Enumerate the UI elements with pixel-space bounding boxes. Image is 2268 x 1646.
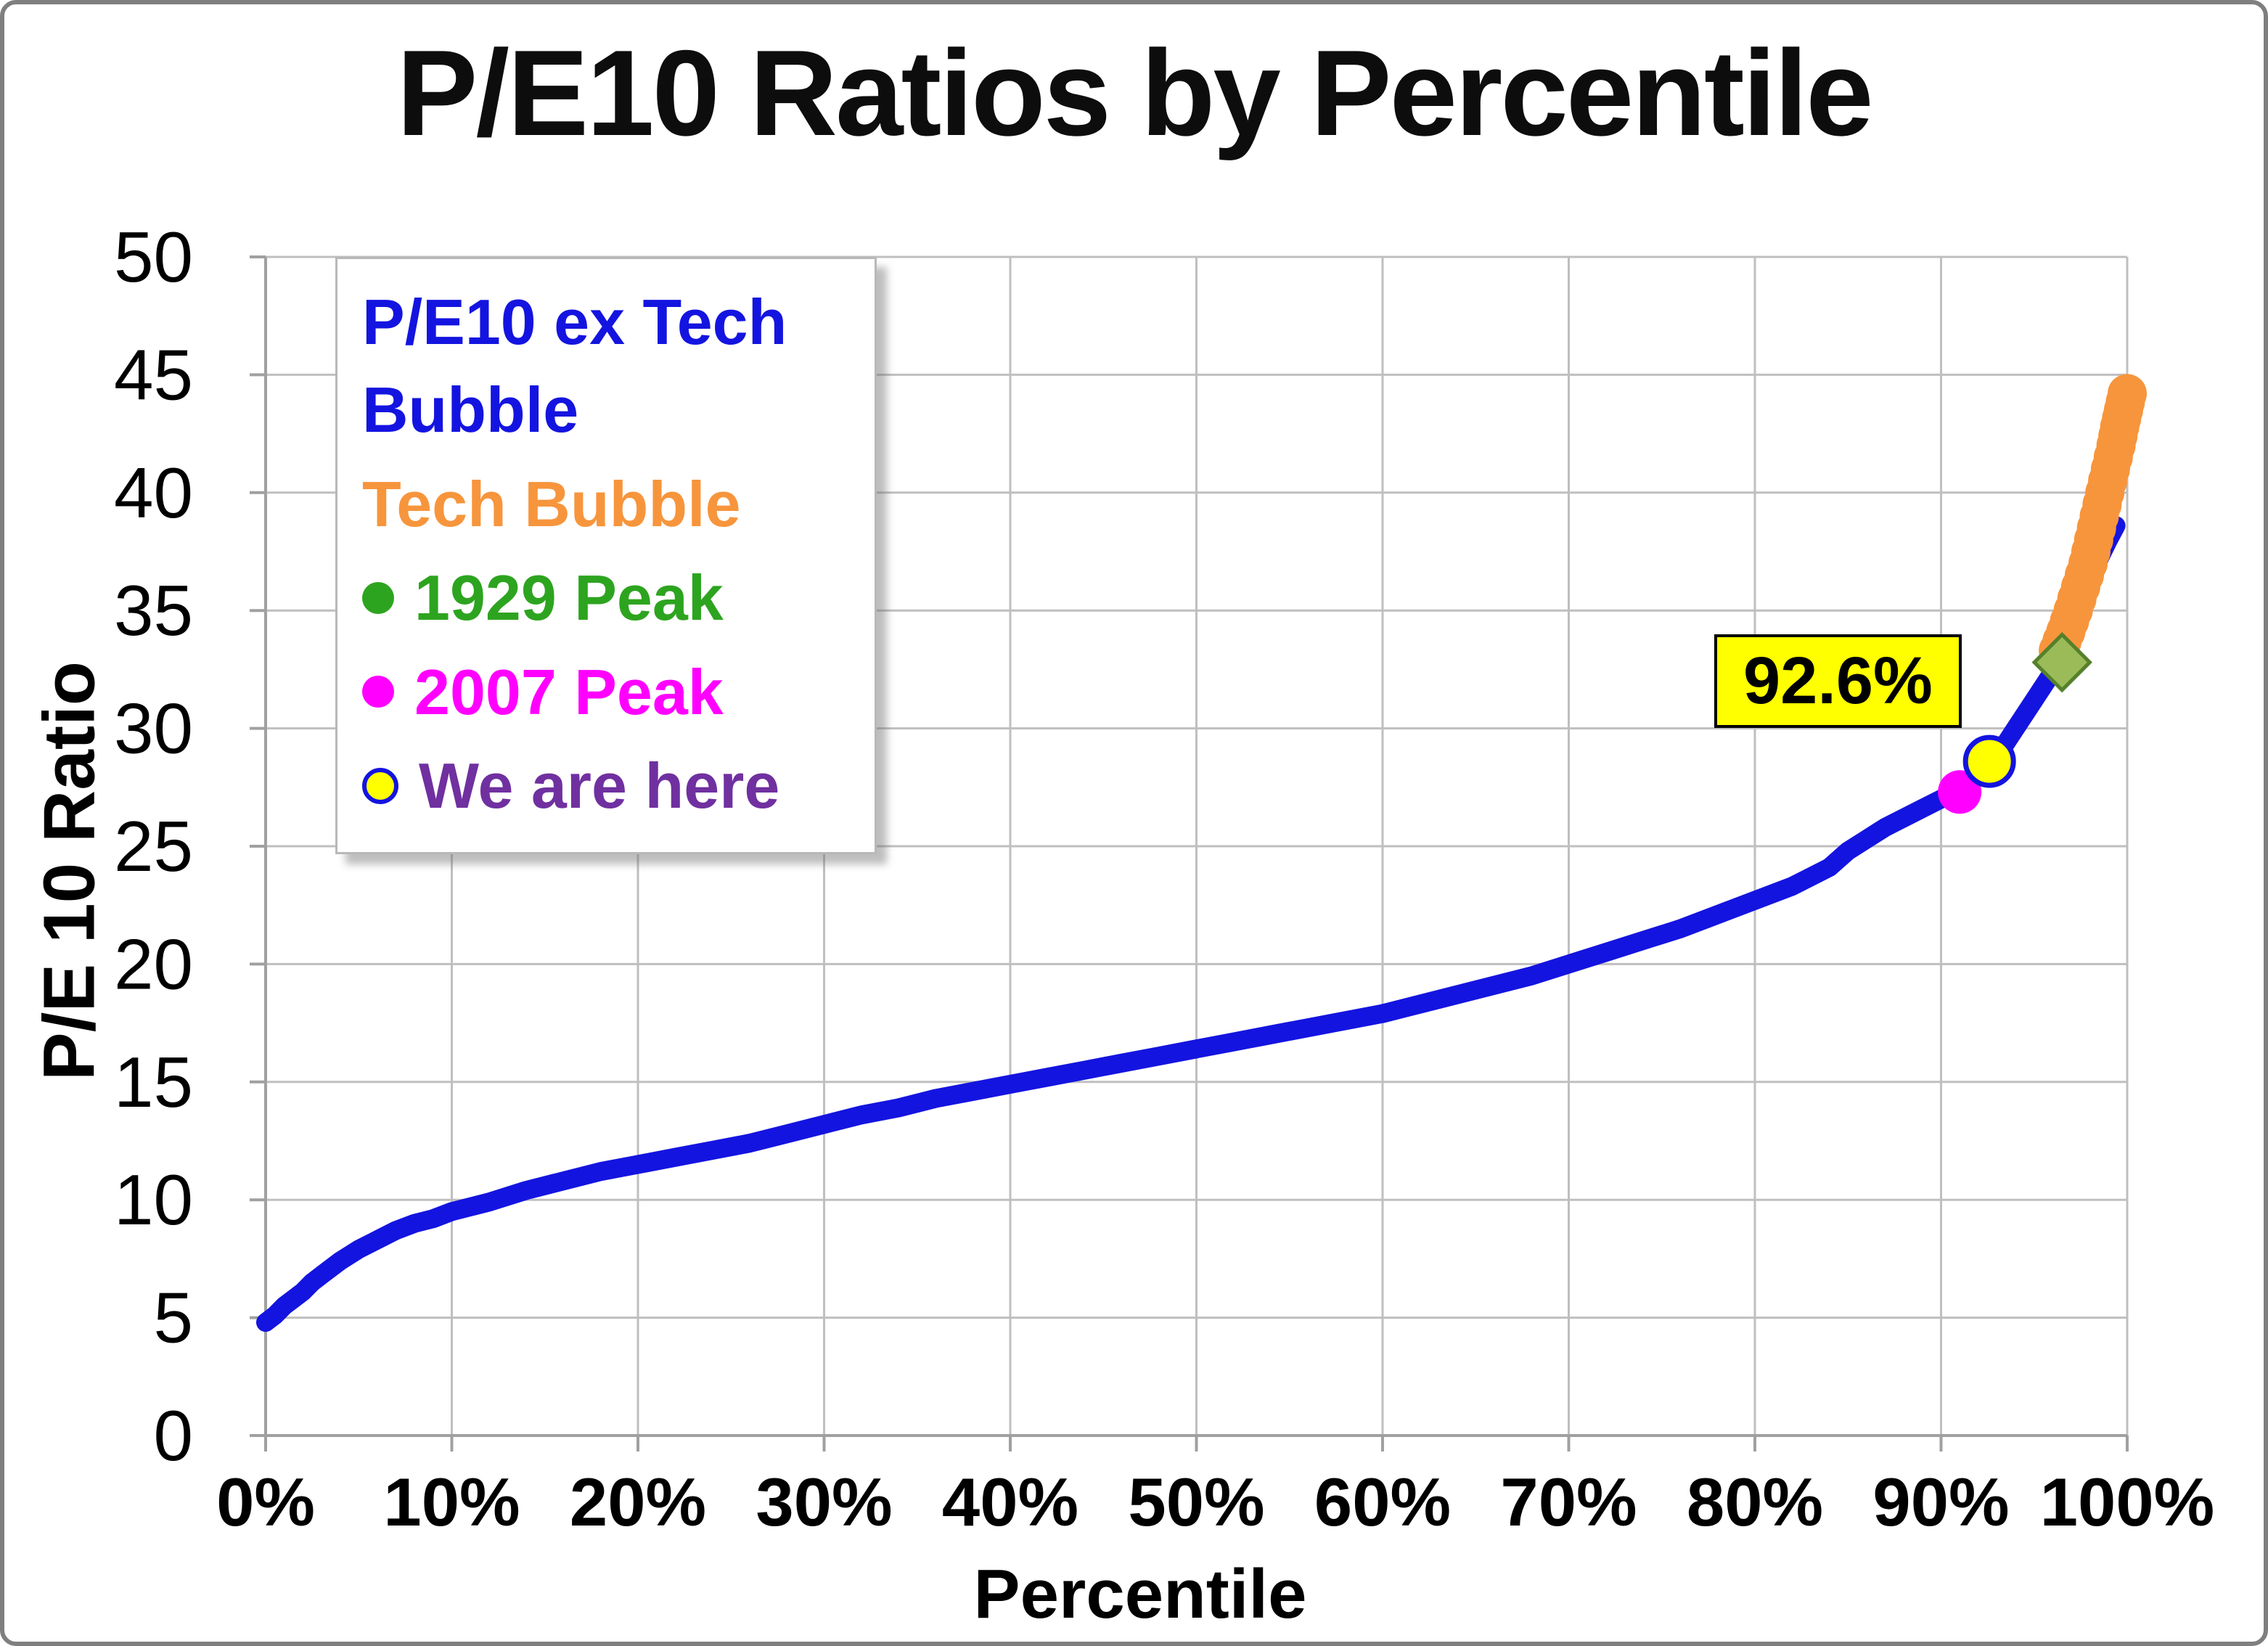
chart-plot: 0 5 10 15 20 25 30 35 40 45 50 0% 10% 20% 30% 40% 50% 60%… — [114, 217, 2214, 1540]
x-tick-label: 30% — [756, 1464, 892, 1540]
marker-we-are-here — [1962, 734, 2016, 788]
legend-item-1929-peak: 1929 Peak — [362, 554, 854, 642]
x-tick-label: 20% — [570, 1464, 706, 1540]
annotation-current-percentile: 92.6% — [1714, 634, 1962, 728]
y-tick-label: 15 — [114, 1042, 193, 1122]
y-tick-label: 0 — [153, 1396, 193, 1475]
legend-item-we-are-here: We are here — [362, 742, 854, 830]
series-tech-bubble-dot — [2108, 374, 2147, 414]
x-axis-title: Percentile — [973, 1555, 1307, 1633]
marker-2007-peak — [1938, 770, 1982, 814]
legend-marker-2007-peak-icon — [362, 676, 394, 708]
legend-item-pe10-ex-tech-bubble: P/E10 ex Tech Bubble — [362, 278, 854, 454]
y-tick-label: 30 — [114, 689, 193, 769]
y-tick-label: 45 — [114, 335, 193, 414]
legend-marker-we-are-here-icon — [362, 767, 398, 804]
x-tick-label: 0% — [216, 1464, 315, 1540]
x-tick-label: 10% — [383, 1464, 520, 1540]
y-tick-label: 20 — [114, 924, 193, 1004]
legend-marker-1929-peak-icon — [362, 582, 394, 615]
y-tick-label: 40 — [114, 453, 193, 533]
legend-label-2007-peak: 2007 Peak — [414, 655, 724, 728]
y-tick-label: 35 — [114, 570, 193, 650]
legend: P/E10 ex Tech Bubble Tech Bubble 1929 Pe… — [335, 257, 877, 854]
legend-label-we-are-here: We are here — [419, 750, 780, 822]
legend-label-tech-bubble: Tech Bubble — [362, 467, 741, 540]
y-tick-label: 5 — [153, 1278, 193, 1358]
chart-title: P/E10 Ratios by Percentile — [396, 25, 1873, 161]
x-tick-label: 80% — [1687, 1464, 1823, 1540]
marker-1929-peak — [2031, 631, 2092, 693]
y-axis-title: P/E 10 Ratio — [28, 661, 110, 1081]
legend-label-1929-peak: 1929 Peak — [414, 562, 724, 634]
x-tick-label: 50% — [1128, 1464, 1264, 1540]
x-tick-label: 70% — [1500, 1464, 1637, 1540]
legend-label-pe10-ex-tech-bubble: P/E10 ex Tech Bubble — [362, 286, 787, 446]
y-tick-label: 10 — [114, 1160, 193, 1240]
y-tick-label: 25 — [114, 806, 193, 886]
y-tick-label: 50 — [114, 217, 193, 297]
legend-item-2007-peak: 2007 Peak — [362, 648, 854, 736]
x-tick-label: 90% — [1872, 1464, 2009, 1540]
x-tick-label: 60% — [1314, 1464, 1451, 1540]
x-tick-label: 40% — [942, 1464, 1078, 1540]
x-tick-label: 100% — [2040, 1464, 2214, 1540]
legend-item-tech-bubble: Tech Bubble — [362, 460, 854, 548]
